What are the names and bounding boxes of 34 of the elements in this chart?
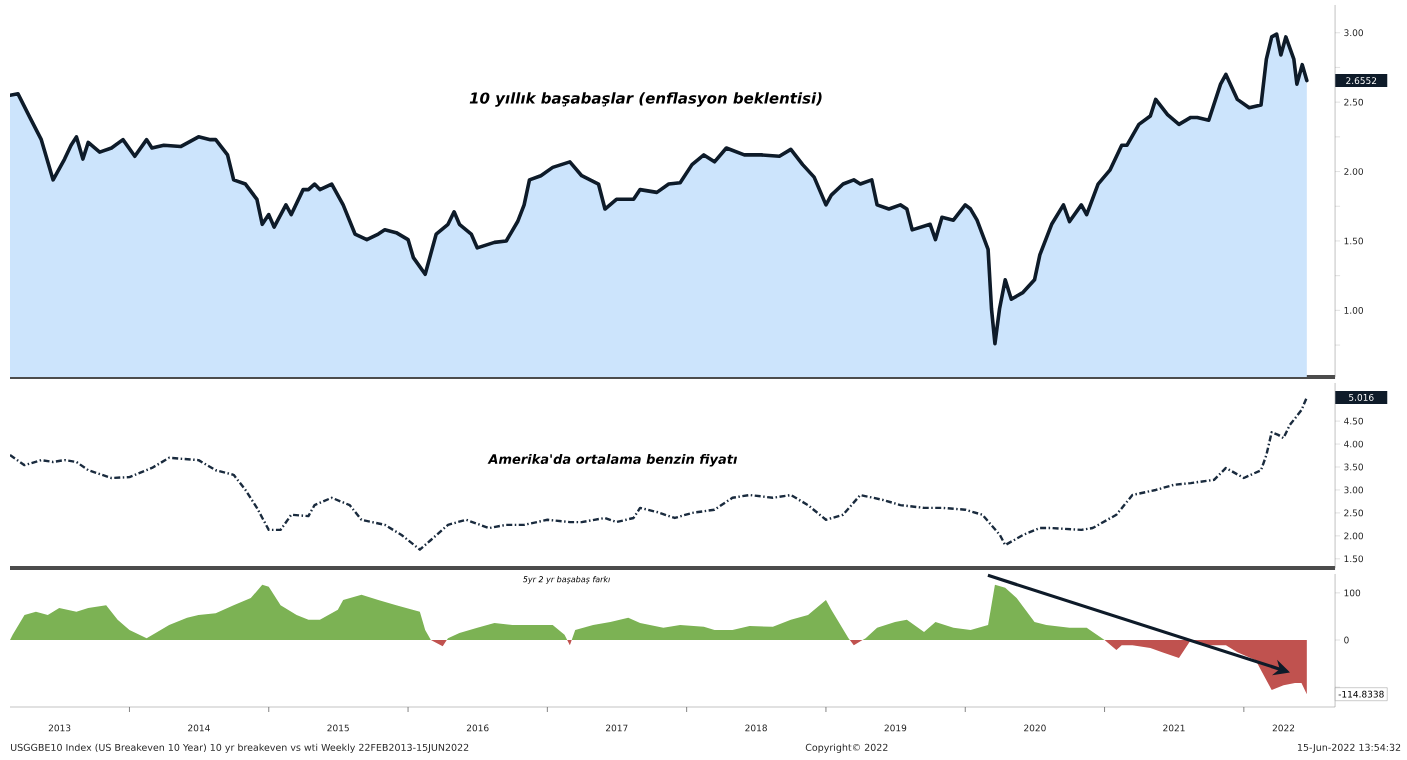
text: USGGBE10 Index (US Breakeven 10 Year) 10 yr breakeven vs wti Weekly 22FEB2013-15JUN2022 [11, 743, 469, 753]
x-tick-label: 2018 [745, 724, 767, 732]
y-tick-label: 1.00 [1344, 306, 1364, 314]
x-tick-label: 2017 [606, 724, 628, 732]
x-tick-label: 2013 [48, 724, 71, 732]
text: -114.8338 [1338, 690, 1384, 698]
x-tick-label: 2015 [327, 724, 349, 732]
line-series [10, 396, 1309, 551]
y-tick-label: 2.00 [1344, 532, 1364, 540]
y-tick-label: 2.00 [1344, 168, 1364, 175]
text: Copyright© 2022 [805, 743, 888, 753]
y-tick-label: 3.00 [1344, 486, 1364, 494]
x-tick-label: 2021 [1163, 724, 1185, 732]
y-tick-label: 2.50 [1344, 509, 1364, 517]
y-tick-label: 100 [1344, 589, 1361, 597]
text: Amerika'da ortalama benzin fiyatı [487, 453, 738, 467]
x-tick-label: 2014 [188, 724, 210, 732]
y-tick-label: 4.00 [1344, 440, 1364, 448]
x-tick-label: 2019 [884, 724, 907, 732]
x-tick-label: 2022 [1272, 724, 1295, 732]
x-tick-label: 2016 [466, 724, 489, 732]
text: 15-Jun-2022 13:54:32 [1297, 743, 1401, 753]
text: 2.6552 [1346, 77, 1377, 85]
y-tick-label: 4.50 [1344, 417, 1364, 425]
y-tick-label: 1.50 [1344, 555, 1364, 563]
y-tick-label: 2.50 [1344, 98, 1364, 106]
text: 10 yıllık başabaşlar (enflasyon beklentisi) [469, 92, 822, 107]
y-tick-label: 0 [1344, 636, 1349, 644]
y-tick-label: 3.00 [1344, 29, 1364, 37]
text: 5.016 [1349, 394, 1374, 401]
x-tick-label: 2020 [1024, 724, 1046, 732]
y-tick-label: 3.50 [1344, 463, 1364, 471]
chart-title: 5yr 2 yr başabaş farkı [522, 576, 610, 584]
y-tick-label: 1.50 [1344, 237, 1364, 245]
